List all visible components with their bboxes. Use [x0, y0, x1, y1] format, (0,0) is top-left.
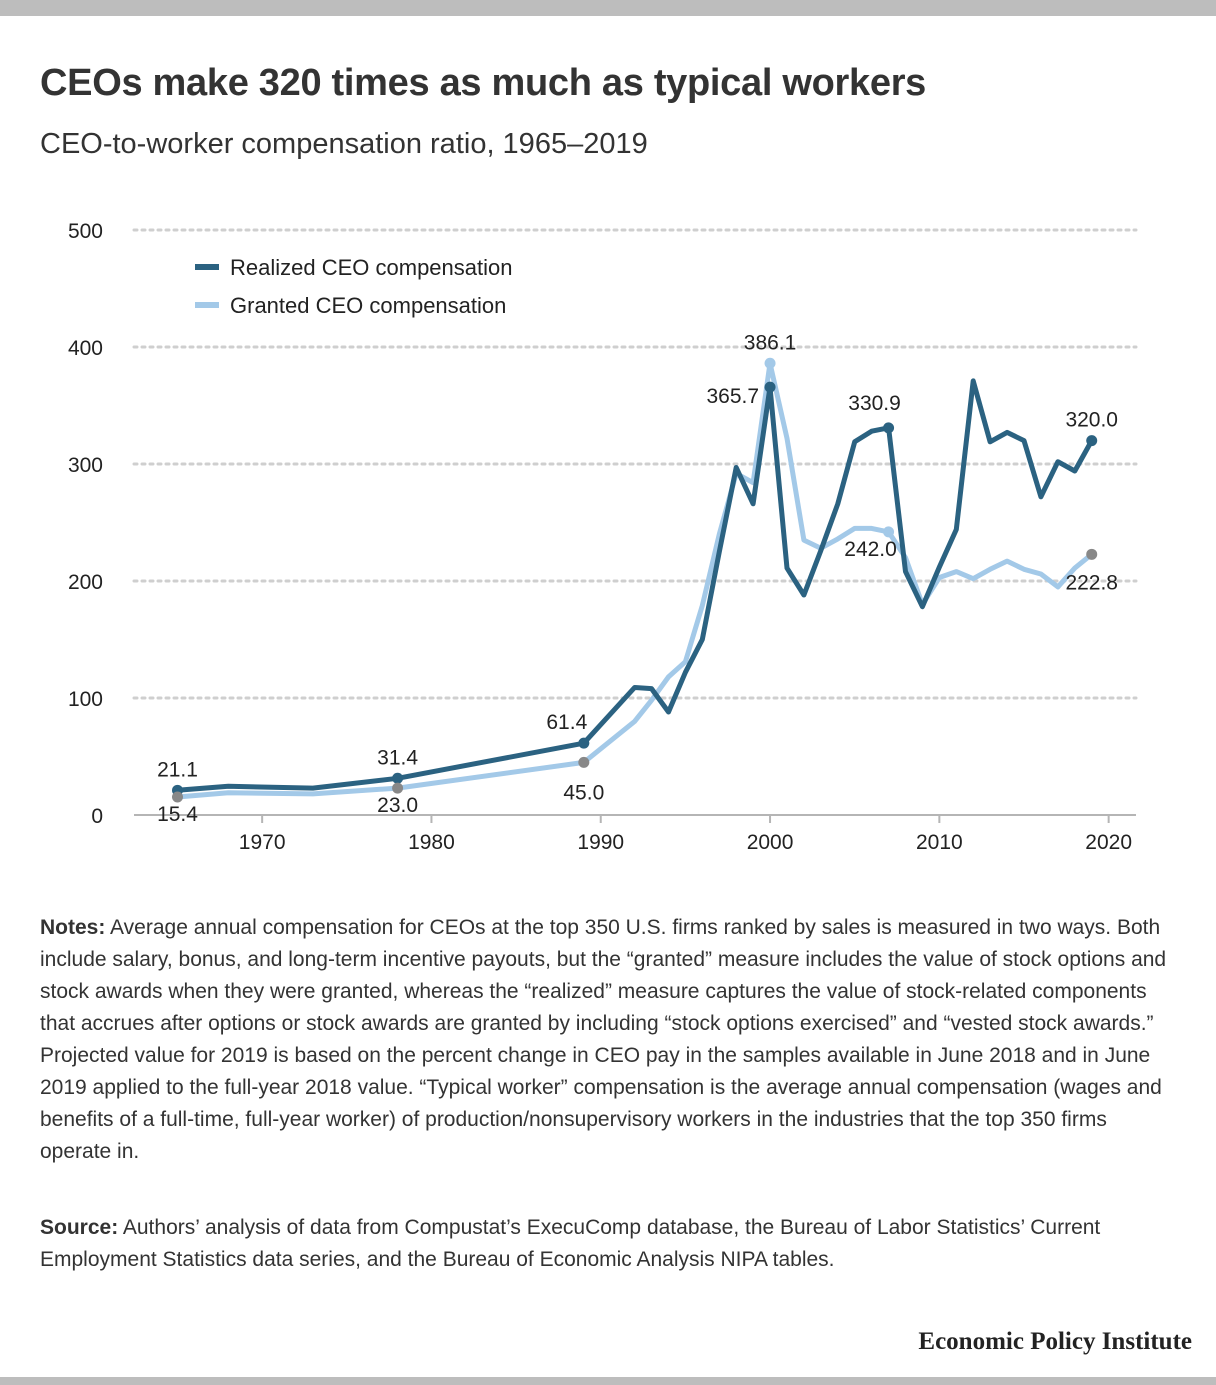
bottom-border-bar: [0, 1377, 1216, 1385]
data-label: 23.0: [377, 794, 418, 817]
data-point-marker: [883, 526, 895, 538]
notes-text: Average annual compensation for CEOs at …: [40, 916, 1167, 1163]
x-tick-label: 2000: [747, 831, 794, 854]
y-tick-label: 200: [68, 571, 103, 594]
data-label: 21.1: [157, 758, 198, 781]
data-label: 61.4: [546, 711, 587, 734]
y-tick-label: 100: [68, 688, 103, 711]
top-border-bar: [0, 0, 1216, 16]
legend-label: Realized CEO compensation: [230, 255, 512, 280]
data-label: 386.1: [744, 331, 797, 354]
chart-title: CEOs make 320 times as much as typical w…: [40, 62, 927, 104]
source-text: Authors’ analysis of data from Compustat…: [40, 1216, 1101, 1271]
data-point-marker: [578, 756, 590, 768]
data-point-marker: [392, 772, 404, 784]
x-tick-label: 1980: [408, 831, 455, 854]
x-tick-label: 2010: [916, 831, 963, 854]
data-point-marker: [1086, 548, 1098, 560]
data-label: 365.7: [706, 385, 759, 408]
y-tick-label: 500: [68, 220, 103, 243]
chart-subtitle: CEO-to-worker compensation ratio, 1965–2…: [40, 128, 648, 160]
y-tick-label: 400: [68, 337, 103, 360]
y-tick-label: 0: [91, 805, 103, 828]
data-label: 45.0: [563, 781, 604, 804]
notes-paragraph: Notes: Average annual compensation for C…: [40, 912, 1180, 1168]
line-chart: 0 100 200 300 400 500 1970 1980 1990 2000 2010 2020…: [68, 220, 1138, 854]
series-line-realized: [175, 378, 1095, 793]
data-point-marker: [578, 737, 590, 749]
data-label: 222.8: [1065, 571, 1118, 594]
data-label: 31.4: [377, 746, 418, 769]
data-point-marker: [392, 782, 404, 794]
brand-logo-text: Economic Policy Institute: [918, 1328, 1192, 1355]
source-label: Source:: [40, 1216, 119, 1239]
source-paragraph: Source: Authors’ analysis of data from C…: [40, 1212, 1180, 1276]
legend-label: Granted CEO compensation: [230, 293, 506, 318]
data-label: 330.9: [848, 392, 901, 415]
x-tick-label: 2020: [1085, 831, 1132, 854]
data-point-marker: [172, 791, 183, 803]
data-point-marker: [764, 381, 776, 393]
data-point-marker: [883, 422, 895, 434]
x-tick-label: 1970: [239, 831, 286, 854]
series-line-granted: [175, 360, 1095, 800]
data-point-marker: [1086, 435, 1098, 447]
x-tick-label: 1990: [577, 831, 624, 854]
data-label: 15.4: [157, 803, 198, 826]
notes-label: Notes:: [40, 916, 106, 939]
data-point-marker: [764, 357, 776, 369]
data-label: 242.0: [844, 538, 897, 561]
y-tick-label: 300: [68, 454, 103, 477]
data-label: 320.0: [1065, 409, 1118, 432]
